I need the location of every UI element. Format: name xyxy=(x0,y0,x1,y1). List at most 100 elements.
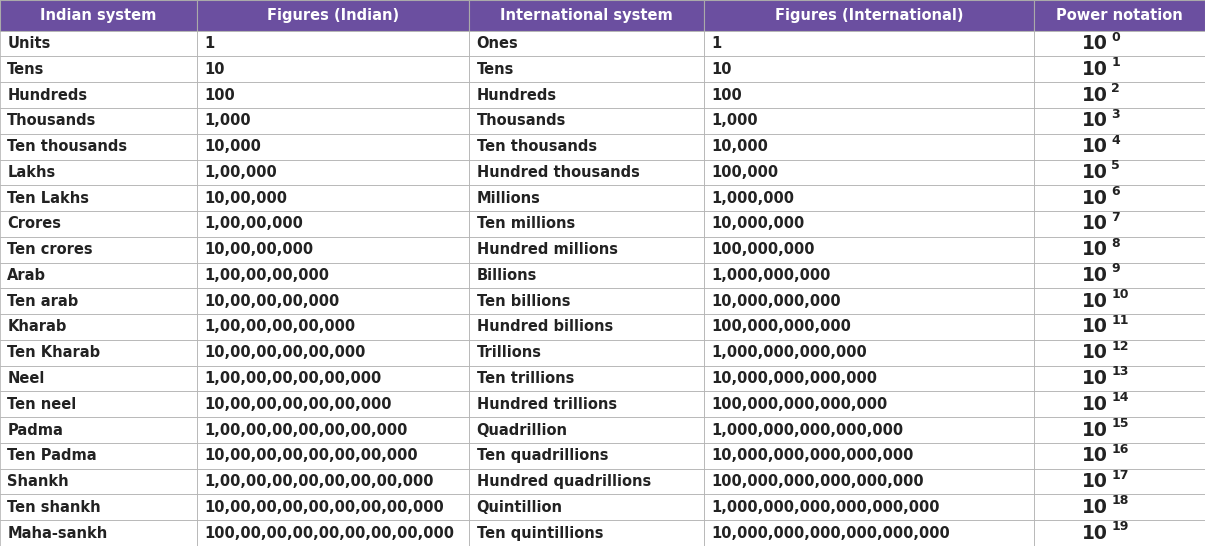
Bar xyxy=(0,237,196,263)
Bar xyxy=(196,391,469,417)
Bar xyxy=(704,366,1034,391)
Text: 15: 15 xyxy=(1111,417,1129,430)
Bar xyxy=(196,417,469,443)
Bar xyxy=(1034,263,1205,288)
Text: 10,00,00,00,00,00,00,000: 10,00,00,00,00,00,00,000 xyxy=(204,448,417,464)
Bar xyxy=(196,134,469,159)
Bar xyxy=(1034,82,1205,108)
Text: Neel: Neel xyxy=(7,371,45,386)
Bar xyxy=(1034,520,1205,546)
Text: Hundred thousands: Hundred thousands xyxy=(476,165,640,180)
Bar xyxy=(1034,391,1205,417)
Text: 10,00,00,00,00,000: 10,00,00,00,00,000 xyxy=(204,345,365,360)
Text: 10: 10 xyxy=(1081,266,1107,285)
Text: 6: 6 xyxy=(1111,185,1121,198)
Text: 10,00,00,00,00,00,00,00,000: 10,00,00,00,00,00,00,00,000 xyxy=(204,500,443,515)
Text: 100,000,000: 100,000,000 xyxy=(711,242,815,257)
Bar xyxy=(469,366,704,391)
Text: 100,000: 100,000 xyxy=(711,165,778,180)
Text: 1,000,000,000,000,000,000: 1,000,000,000,000,000,000 xyxy=(711,500,940,515)
Text: Ten thousands: Ten thousands xyxy=(7,139,128,154)
Text: 100,000,000,000: 100,000,000,000 xyxy=(711,319,851,335)
Bar xyxy=(0,391,196,417)
Text: 10,00,00,00,000: 10,00,00,00,000 xyxy=(204,294,339,308)
Bar xyxy=(196,495,469,520)
Text: 10: 10 xyxy=(1081,420,1107,440)
Bar xyxy=(704,31,1034,56)
Text: Quintillion: Quintillion xyxy=(476,500,563,515)
Text: 12: 12 xyxy=(1111,340,1129,353)
Text: 1,000,000,000,000,000: 1,000,000,000,000,000 xyxy=(711,423,904,437)
Text: 10: 10 xyxy=(711,62,731,77)
Bar xyxy=(196,288,469,314)
Text: International system: International system xyxy=(500,8,674,23)
Bar xyxy=(0,159,196,185)
Bar xyxy=(0,417,196,443)
Bar xyxy=(0,263,196,288)
Text: 1,000,000: 1,000,000 xyxy=(711,191,794,206)
Bar xyxy=(196,340,469,366)
Bar xyxy=(0,31,196,56)
Text: Hundred millions: Hundred millions xyxy=(476,242,617,257)
Text: Hundred trillions: Hundred trillions xyxy=(476,397,617,412)
Bar xyxy=(0,108,196,134)
Bar xyxy=(469,340,704,366)
Text: 10: 10 xyxy=(1081,163,1107,182)
Text: 10: 10 xyxy=(1081,498,1107,517)
Bar xyxy=(196,211,469,237)
Bar xyxy=(469,417,704,443)
Text: 19: 19 xyxy=(1111,520,1129,533)
Text: 10,000,000: 10,000,000 xyxy=(711,216,805,232)
Text: 100: 100 xyxy=(711,87,742,103)
Bar xyxy=(704,263,1034,288)
Text: 10,00,00,000: 10,00,00,000 xyxy=(204,242,313,257)
Text: 17: 17 xyxy=(1111,468,1129,482)
Text: Trillions: Trillions xyxy=(476,345,541,360)
Bar xyxy=(196,443,469,468)
Text: 1,000: 1,000 xyxy=(204,114,251,128)
Text: 10,000,000,000,000,000: 10,000,000,000,000,000 xyxy=(711,448,913,464)
Text: Ten quintillions: Ten quintillions xyxy=(476,526,602,541)
Bar xyxy=(196,82,469,108)
Bar xyxy=(704,520,1034,546)
Bar xyxy=(704,391,1034,417)
Text: 10: 10 xyxy=(1081,240,1107,259)
Bar xyxy=(1034,417,1205,443)
Text: Figures (Indian): Figures (Indian) xyxy=(266,8,399,23)
Bar xyxy=(196,108,469,134)
Bar xyxy=(704,417,1034,443)
Bar xyxy=(1034,443,1205,468)
Text: 18: 18 xyxy=(1111,494,1129,507)
Bar xyxy=(469,391,704,417)
Text: Padma: Padma xyxy=(7,423,63,437)
Text: 5: 5 xyxy=(1111,159,1121,173)
Text: 100,00,00,00,00,00,00,00,000: 100,00,00,00,00,00,00,00,000 xyxy=(204,526,454,541)
Bar xyxy=(196,0,469,31)
Text: Crores: Crores xyxy=(7,216,61,232)
Bar xyxy=(0,366,196,391)
Bar xyxy=(704,82,1034,108)
Bar xyxy=(704,108,1034,134)
Text: 1,00,00,000: 1,00,00,000 xyxy=(204,216,302,232)
Text: 10,000,000,000,000: 10,000,000,000,000 xyxy=(711,371,877,386)
Text: Units: Units xyxy=(7,36,51,51)
Bar xyxy=(1034,340,1205,366)
Text: 10: 10 xyxy=(204,62,224,77)
Text: Ten Lakhs: Ten Lakhs xyxy=(7,191,89,206)
Bar xyxy=(704,0,1034,31)
Text: 1,00,00,00,00,000: 1,00,00,00,00,000 xyxy=(204,319,355,335)
Bar xyxy=(0,443,196,468)
Text: 3: 3 xyxy=(1111,108,1121,121)
Text: 10,000,000,000,000,000,000: 10,000,000,000,000,000,000 xyxy=(711,526,950,541)
Text: 1,000,000,000: 1,000,000,000 xyxy=(711,268,830,283)
Text: Tens: Tens xyxy=(476,62,513,77)
Bar xyxy=(0,185,196,211)
Bar xyxy=(0,82,196,108)
Text: 1: 1 xyxy=(204,36,214,51)
Bar xyxy=(469,520,704,546)
Text: Ten Kharab: Ten Kharab xyxy=(7,345,100,360)
Bar xyxy=(469,443,704,468)
Text: 100,000,000,000,000,000: 100,000,000,000,000,000 xyxy=(711,474,924,489)
Text: 1,00,00,00,00,00,00,00,000: 1,00,00,00,00,00,00,00,000 xyxy=(204,474,434,489)
Bar xyxy=(196,56,469,82)
